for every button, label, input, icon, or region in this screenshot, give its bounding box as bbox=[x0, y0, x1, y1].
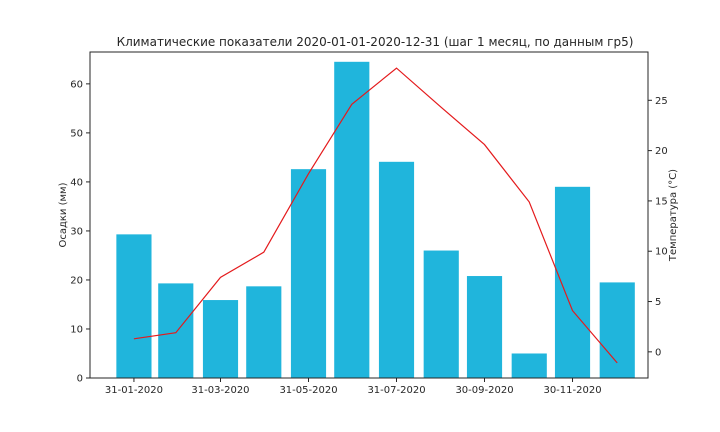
precipitation-bar bbox=[290, 169, 327, 378]
chart-title: Климатические показатели 2020-01-01-2020… bbox=[117, 35, 634, 49]
y2-tick-label: 10 bbox=[655, 247, 668, 258]
precipitation-bar bbox=[599, 282, 635, 378]
y-tick-label: 20 bbox=[70, 275, 83, 286]
plot-frame bbox=[89, 51, 649, 379]
y-axis-label: Осадки (мм) bbox=[58, 182, 69, 247]
precipitation-bar bbox=[511, 353, 547, 378]
x-tick-label: 31-07-2020 bbox=[367, 385, 425, 396]
x-tick-label: 30-11-2020 bbox=[543, 385, 601, 396]
y2-tick-label: 25 bbox=[655, 96, 668, 107]
precipitation-bar bbox=[466, 276, 503, 378]
precipitation-bar bbox=[158, 283, 194, 378]
precipitation-bars bbox=[116, 61, 635, 379]
x-tick-label: 31-05-2020 bbox=[279, 385, 337, 396]
y-axis-right: 0 5 10 15 20 25 bbox=[648, 96, 668, 358]
precipitation-bar bbox=[334, 61, 370, 379]
x-axis: 31-01-2020 31-03-2020 31-05-2020 31-07-2020… bbox=[105, 378, 602, 396]
y-tick-label: 0 bbox=[77, 374, 83, 385]
precipitation-bar bbox=[246, 286, 282, 378]
y-tick-label: 60 bbox=[70, 79, 83, 90]
x-tick-label: 31-03-2020 bbox=[191, 385, 249, 396]
y-axis-left: 0 10 20 30 40 50 60 bbox=[70, 79, 90, 385]
y-tick-label: 40 bbox=[70, 177, 83, 188]
precipitation-bar bbox=[378, 161, 415, 378]
y-tick-label: 30 bbox=[70, 226, 83, 237]
x-tick-label: 30-09-2020 bbox=[455, 385, 513, 396]
y2-tick-label: 15 bbox=[655, 196, 668, 207]
precipitation-bar bbox=[116, 234, 152, 378]
temperature-line-layer bbox=[133, 67, 618, 364]
precipitation-bar bbox=[423, 250, 459, 378]
y2-axis-label: Температура (°C) bbox=[668, 169, 679, 262]
x-tick-label: 31-01-2020 bbox=[105, 385, 163, 396]
y2-tick-label: 20 bbox=[655, 146, 668, 157]
y2-tick-label: 5 bbox=[655, 297, 661, 308]
precipitation-bar bbox=[554, 186, 591, 378]
temperature-line bbox=[133, 67, 618, 364]
y2-tick-label: 0 bbox=[655, 347, 661, 358]
y-tick-label: 50 bbox=[70, 128, 83, 139]
y-tick-label: 10 bbox=[70, 324, 83, 335]
precipitation-bar bbox=[202, 300, 239, 378]
